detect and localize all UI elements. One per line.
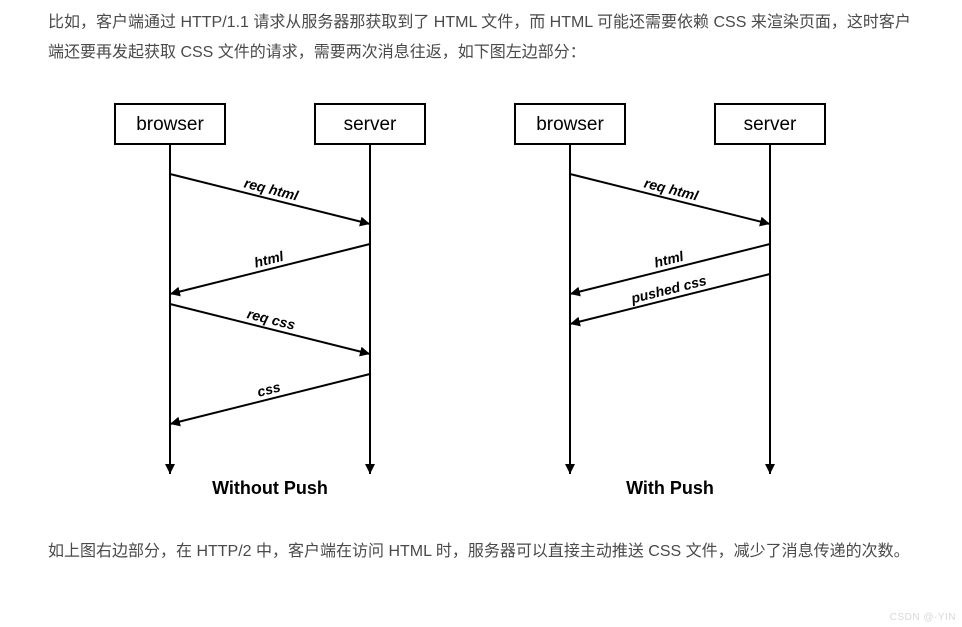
panel-title: Without Push — [212, 478, 328, 498]
actor-label: browser — [136, 114, 204, 135]
sequence-diagram-svg: browserserverreq htmlhtmlreq csscssWitho… — [100, 94, 880, 524]
panel-title: With Push — [626, 478, 714, 498]
paragraph-top: 比如，客户端通过 HTTP/1.1 请求从服务器那获取到了 HTML 文件，而 … — [48, 8, 918, 68]
actor-label: browser — [536, 114, 604, 135]
watermark-text: CSDN @·YIN — [890, 612, 956, 623]
actor-label: server — [344, 114, 397, 135]
paragraph-bottom: 如上图右边部分，在 HTTP/2 中，客户端在访问 HTML 时，服务器可以直接… — [48, 537, 918, 567]
sequence-diagram-container: browserserverreq htmlhtmlreq csscssWitho… — [100, 94, 880, 524]
actor-label: server — [744, 114, 797, 135]
